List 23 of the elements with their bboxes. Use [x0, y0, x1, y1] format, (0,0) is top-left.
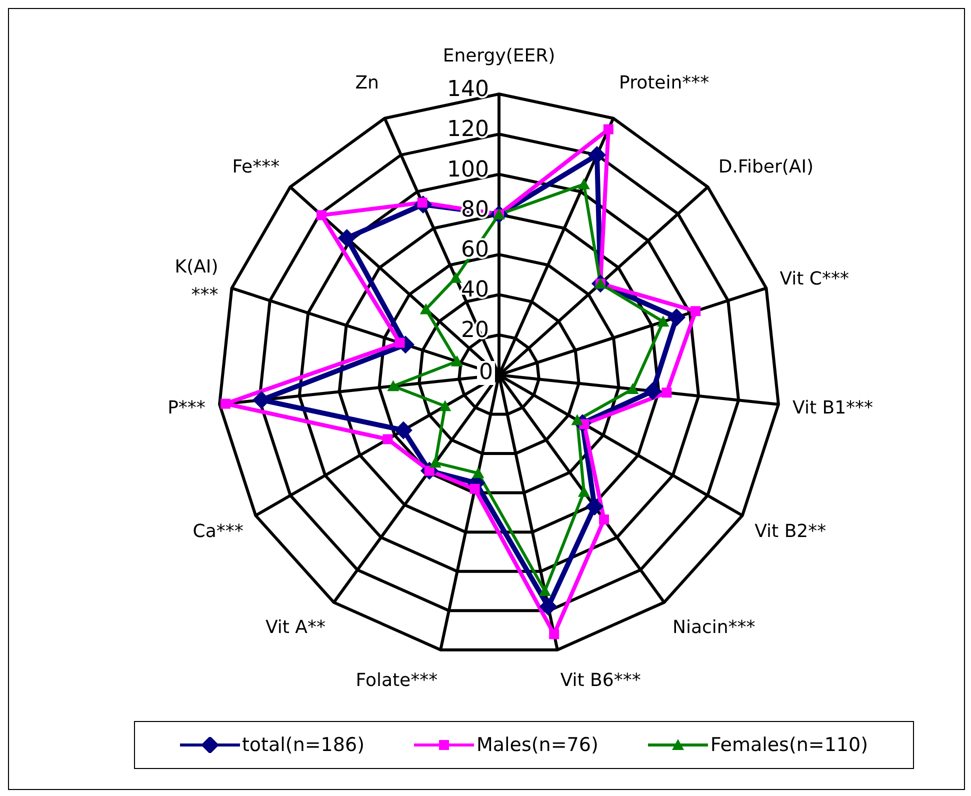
spoke-label: Protein***: [619, 72, 710, 94]
spoke-label: Vit B2**: [754, 520, 826, 542]
spoke-label: Vit B1***: [792, 398, 874, 419]
y-tick-label: 100: [447, 157, 489, 182]
spoke-label: D.Fiber(AI): [718, 156, 814, 178]
spoke-label: Ca***: [192, 520, 244, 542]
spoke-label: Folate***: [356, 670, 438, 691]
spoke-label: Niacin***: [672, 617, 756, 638]
y-tick-label: 140: [447, 77, 489, 102]
y-tick-label: 0: [479, 360, 493, 386]
spoke-label: K(AI) ***: [174, 256, 218, 306]
legend-label: Females(n=110): [710, 734, 868, 756]
spoke-label: Zn: [355, 72, 379, 94]
y-tick-label: 120: [447, 117, 489, 142]
legend-label: Males(n=76): [476, 734, 598, 756]
spoke-label: Vit A**: [265, 617, 326, 638]
spoke-label: Fe***: [232, 156, 280, 178]
spoke-label: P***: [168, 398, 206, 419]
spoke-label: Vit C***: [780, 268, 850, 290]
spoke-label: Energy(EER): [442, 45, 556, 66]
legend-label: total(n=186): [242, 734, 364, 756]
y-tick-label: 40: [461, 278, 489, 303]
spoke-label: Vit B6***: [560, 670, 641, 691]
